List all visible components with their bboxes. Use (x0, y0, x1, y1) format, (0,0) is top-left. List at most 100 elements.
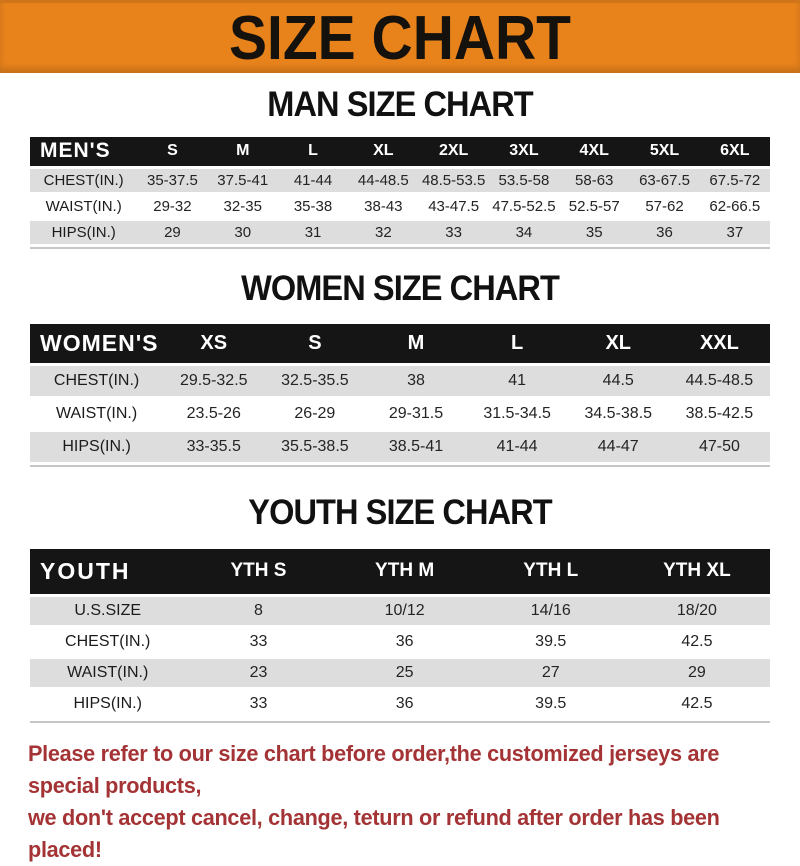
size-column-header: YTH L (477, 548, 624, 594)
size-column-header: L (466, 324, 568, 363)
size-column-header: 6XL (699, 136, 770, 166)
measurement-row: HIPS(IN.) 33 36 39.5 42.5 (30, 689, 770, 718)
size-column-header: XL (567, 324, 669, 363)
measurement-value: 47.5-52.5 (488, 194, 560, 218)
measurement-row-label: U.S.SIZE (30, 596, 186, 625)
youth-section: YOUTH SIZE CHART YOUTH YTH S YTH M YTH L YTH… (0, 493, 800, 723)
measurement-value: 57-62 (629, 194, 700, 218)
measurement-value: 34 (488, 220, 560, 244)
banner-title: SIZE CHART (229, 2, 571, 73)
size-column-header: S (137, 136, 208, 166)
women-section: WOMEN SIZE CHART WOMEN'S XS S M L XL XXL CHEST(… (0, 268, 800, 467)
measurement-value: 37 (699, 220, 770, 244)
measurement-value: 35 (559, 220, 630, 244)
measurement-value: 35.5-38.5 (264, 432, 366, 462)
size-column-header: XS (163, 324, 265, 363)
size-column-header: YTH M (331, 548, 478, 594)
disclaimer: Please refer to our size chart before or… (28, 738, 761, 866)
measurement-value: 44.5-48.5 (668, 366, 770, 396)
disclaimer-line-1: Please refer to our size chart before or… (28, 740, 720, 798)
measurement-value: 53.5-58 (488, 168, 560, 192)
banner: SIZE CHART (0, 0, 800, 73)
measurement-value: 29-32 (137, 194, 208, 218)
measurement-value: 27 (477, 658, 624, 687)
measurement-value: 32-35 (207, 194, 278, 218)
size-column-header: YTH XL (623, 548, 770, 594)
measurement-value: 36 (629, 220, 700, 244)
measurement-value: 33 (185, 689, 332, 718)
measurement-value: 33 (185, 627, 332, 656)
measurement-value: 41-44 (466, 432, 568, 462)
measurement-value: 34.5-38.5 (567, 399, 669, 429)
size-column-header: 5XL (629, 136, 700, 166)
measurement-value: 23 (185, 658, 332, 687)
measurement-row-label: CHEST(IN.) (30, 627, 186, 656)
measurement-value: 14/16 (477, 596, 624, 625)
measurement-value: 38.5-42.5 (668, 399, 770, 429)
size-column-header: L (277, 136, 349, 166)
measurement-value: 33 (418, 220, 489, 244)
measurement-row-label: HIPS(IN.) (30, 432, 164, 462)
measurement-value: 18/20 (623, 596, 770, 625)
measurement-value: 10/12 (331, 596, 478, 625)
measurement-value: 62-66.5 (699, 194, 770, 218)
measurement-value: 38.5-41 (365, 432, 467, 462)
measurement-row-label: WAIST(IN.) (30, 194, 138, 218)
measurement-value: 29-31.5 (365, 399, 467, 429)
measurement-value: 43-47.5 (418, 194, 489, 218)
measurement-row-label: WAIST(IN.) (30, 399, 164, 429)
measurement-value: 67.5-72 (699, 168, 770, 192)
size-column-header: XL (348, 136, 419, 166)
size-column-header: M (207, 136, 278, 166)
measurement-value: 42.5 (623, 689, 770, 718)
measurement-value: 23.5-26 (163, 399, 265, 429)
measurement-row-label: WAIST(IN.) (30, 658, 186, 687)
men-section: MAN SIZE CHART MEN'S S M L XL 2XL 3XL 4XL 5XL 6XL… (0, 85, 800, 249)
measurement-value: 33-35.5 (163, 432, 265, 462)
disclaimer-line-2: we don't accept cancel, change, teturn o… (28, 804, 720, 862)
measurement-row: U.S.SIZE 8 10/12 14/16 18/20 (30, 596, 770, 625)
measurement-value: 44-47 (567, 432, 669, 462)
measurement-value: 29.5-32.5 (163, 366, 265, 396)
measurement-value: 25 (331, 658, 478, 687)
measurement-value: 32.5-35.5 (264, 366, 366, 396)
measurement-row: HIPS(IN.) 33-35.5 35.5-38.5 38.5-41 41-44 44-… (30, 432, 770, 462)
men-size-table: MEN'S S M L XL 2XL 3XL 4XL 5XL 6XL CHEST(IN.) 35-37… (30, 134, 770, 249)
measurement-value: 30 (207, 220, 278, 244)
measurement-row: CHEST(IN.) 29.5-32.5 32.5-35.5 38 41 44.5 44.5… (30, 366, 770, 396)
table-title-cell: MEN'S (30, 136, 138, 166)
men-section-heading: MAN SIZE CHART (267, 85, 533, 124)
measurement-row-label: CHEST(IN.) (30, 168, 138, 192)
measurement-value: 35-38 (277, 194, 349, 218)
measurement-value: 39.5 (477, 627, 624, 656)
measurement-row: CHEST(IN.) 33 36 39.5 42.5 (30, 627, 770, 656)
measurement-value: 47-50 (668, 432, 770, 462)
measurement-value: 63-67.5 (629, 168, 700, 192)
measurement-value: 8 (185, 596, 332, 625)
measurement-row: HIPS(IN.) 29 30 31 32 33 34 35 36 37 (30, 220, 770, 244)
measurement-value: 38 (365, 366, 467, 396)
measurement-row: WAIST(IN.) 23 25 27 29 (30, 658, 770, 687)
measurement-value: 41-44 (277, 168, 349, 192)
youth-section-heading: YOUTH SIZE CHART (248, 493, 552, 532)
table-header-row: WOMEN'S XS S M L XL XXL (30, 324, 770, 363)
measurement-value: 44-48.5 (348, 168, 419, 192)
measurement-value: 29 (137, 220, 208, 244)
size-column-header: M (365, 324, 467, 363)
size-column-header: S (264, 324, 366, 363)
measurement-value: 38-43 (348, 194, 419, 218)
measurement-value: 52.5-57 (559, 194, 630, 218)
table-header-row: YOUTH YTH S YTH M YTH L YTH XL (30, 548, 770, 594)
measurement-row-label: HIPS(IN.) (30, 689, 186, 718)
measurement-value: 37.5-41 (207, 168, 278, 192)
size-column-header: XXL (668, 324, 770, 363)
size-column-header: 3XL (488, 136, 560, 166)
size-column-header: 2XL (418, 136, 489, 166)
size-column-header: YTH S (185, 548, 332, 594)
women-section-heading: WOMEN SIZE CHART (241, 268, 560, 308)
measurement-row-label: CHEST(IN.) (30, 366, 164, 396)
measurement-value: 36 (331, 689, 478, 718)
measurement-value: 31.5-34.5 (466, 399, 568, 429)
measurement-row: WAIST(IN.) 23.5-26 26-29 29-31.5 31.5-34.5 34… (30, 399, 770, 429)
